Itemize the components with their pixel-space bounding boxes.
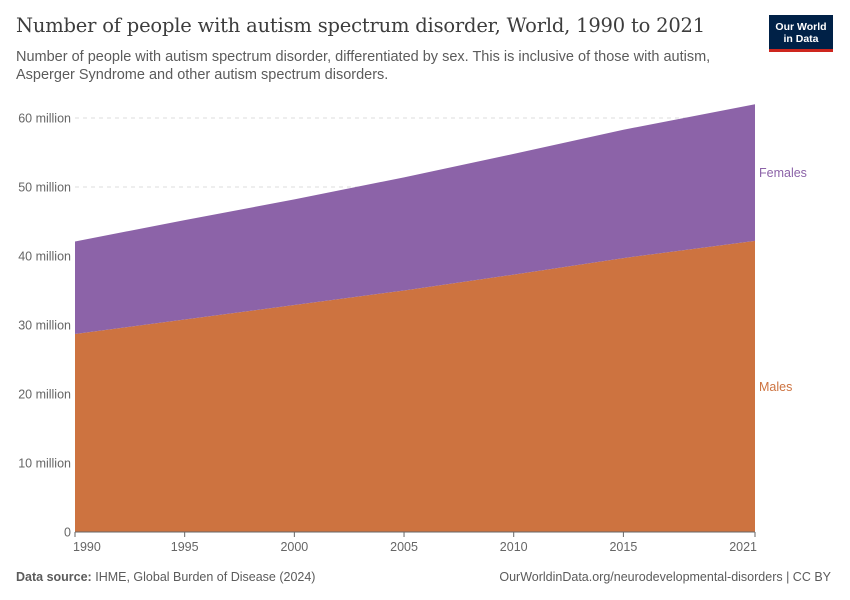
series-label-females[interactable]: Females [759, 166, 807, 180]
footer-source: Data source: IHME, Global Burden of Dise… [16, 570, 315, 584]
y-axis: 0 10 million 20 million 30 million 40 millio… [18, 112, 71, 540]
x-tick-label: 2010 [500, 540, 528, 554]
logo-line-2: in Data [783, 33, 819, 45]
x-tick-label: 2021 [729, 540, 757, 554]
chart-subtitle: Number of people with autism spectrum di… [16, 49, 711, 83]
area-females [75, 104, 755, 334]
logo-line-1: Our World [775, 21, 827, 33]
owid-logo[interactable]: Our World in Data [769, 15, 833, 52]
chart-title: Number of people with autism spectrum di… [16, 14, 705, 37]
y-tick-label: 40 million [18, 250, 71, 264]
source-text[interactable]: IHME, Global Burden of Disease (2024) [95, 570, 316, 584]
y-tick-label: 10 million [18, 457, 71, 471]
area-males [75, 240, 755, 532]
x-tick-label: 2000 [280, 540, 308, 554]
y-tick-label: 50 million [18, 181, 71, 195]
x-tick-label: 2005 [390, 540, 418, 554]
series-labels[interactable]: Males Females [759, 166, 807, 394]
source-label: Data source: [16, 570, 92, 584]
y-tick-label: 60 million [18, 112, 71, 126]
y-tick-label: 20 million [18, 388, 71, 402]
x-tick-label: 1990 [73, 540, 101, 554]
x-tick-label: 2015 [609, 540, 637, 554]
x-tick-label: 1995 [171, 540, 199, 554]
x-axis: 1990 1995 2000 2005 2010 2015 2021 [73, 531, 757, 554]
series-label-males[interactable]: Males [759, 380, 792, 394]
y-tick-label: 0 [64, 526, 71, 540]
footer-url[interactable]: OurWorldinData.org/neurodevelopmental-di… [499, 570, 831, 584]
series-areas [75, 104, 755, 532]
y-tick-label: 30 million [18, 319, 71, 333]
